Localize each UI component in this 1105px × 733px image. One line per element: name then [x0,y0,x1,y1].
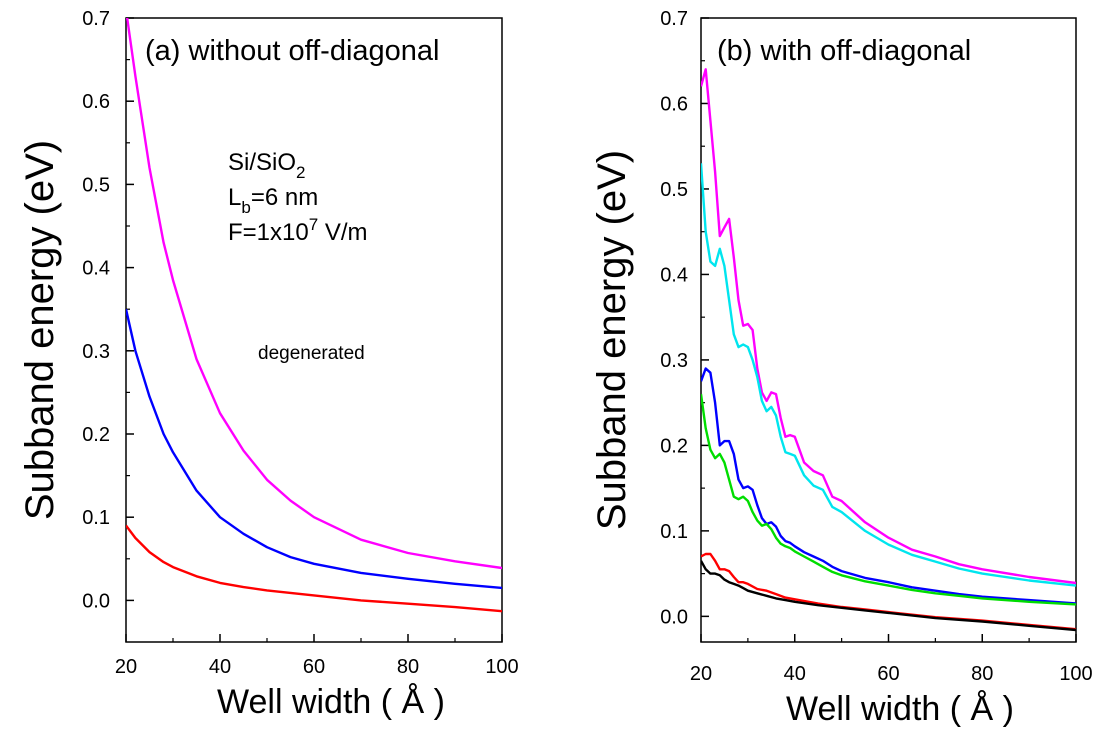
panel-a-title: (a) without off-diagonal [145,35,439,67]
series-line-2 [701,163,1076,587]
series-line-6 [701,560,1076,632]
y-axis-label-a: Subband energy (eV) [18,140,62,520]
y-tick-label: 0.5 [82,174,110,196]
x-tick-label: 80 [971,663,993,685]
x-tick-label: 60 [877,663,899,685]
y-ticks-a: 0.0 0.1 0.2 0.3 0.4 0.5 0.6 0.7 [82,8,134,612]
series-a [126,18,502,613]
series-line-1 [701,68,1076,585]
panel-a: (a) without off-diagonal Well width ( Å … [18,8,519,721]
series-line-4 [701,393,1076,606]
y-axis-label-b: Subband energy (eV) [590,150,634,530]
y-tick-label: 0.4 [82,258,110,280]
x-tick-label: 20 [115,656,137,678]
x-ticks-a: 20 40 60 80 100 [115,634,519,678]
y-tick-label: 0.3 [82,341,110,363]
x-tick-label: 100 [485,656,518,678]
field-annotation: F=1x107 V/m [228,215,368,246]
y-tick-label: 0.0 [82,590,110,612]
series-line-2 [126,308,502,590]
series-line-3 [126,524,502,613]
y-tick-label: 0.7 [660,8,688,30]
y-tick-label: 0.4 [660,264,688,286]
y-tick-label: 0.0 [660,606,688,628]
series-line-3 [701,367,1076,605]
y-ticks-b: 0.0 0.1 0.2 0.3 0.4 0.5 0.6 0.7 [660,8,709,628]
panel-b-title: (b) with off-diagonal [717,35,971,67]
y-tick-label: 0.2 [82,424,110,446]
plot-frame-b [700,17,1077,643]
degenerated-annotation: degenerated [258,343,365,364]
x-tick-label: 80 [397,656,419,678]
x-tick-label: 100 [1059,663,1092,685]
y-tick-label: 0.6 [660,93,688,115]
y-tick-label: 0.3 [660,350,688,372]
x-axis-label-a: Well width ( Å ) [217,683,445,721]
x-tick-label: 40 [209,656,231,678]
x-tick-label: 60 [303,656,325,678]
barrier-annotation: Lb=6 nm [228,184,318,217]
plot-frame-a [125,17,503,643]
material-annotation: Si/SiO2 [228,149,305,182]
y-tick-label: 0.7 [82,8,110,30]
series-b [701,68,1076,632]
series-line-1 [126,18,502,570]
y-tick-label: 0.1 [660,521,688,543]
panel-b: (b) with off-diagonal Well width ( Å ) S… [590,8,1093,728]
y-tick-label: 0.1 [82,507,110,529]
series-line-5 [701,552,1076,631]
x-tick-label: 40 [784,663,806,685]
x-tick-label: 20 [690,663,712,685]
x-ticks-b: 20 40 60 80 100 [690,634,1093,685]
y-tick-label: 0.6 [82,91,110,113]
x-axis-label-b: Well width ( Å ) [786,690,1014,728]
y-tick-label: 0.5 [660,179,688,201]
y-tick-label: 0.2 [660,435,688,457]
